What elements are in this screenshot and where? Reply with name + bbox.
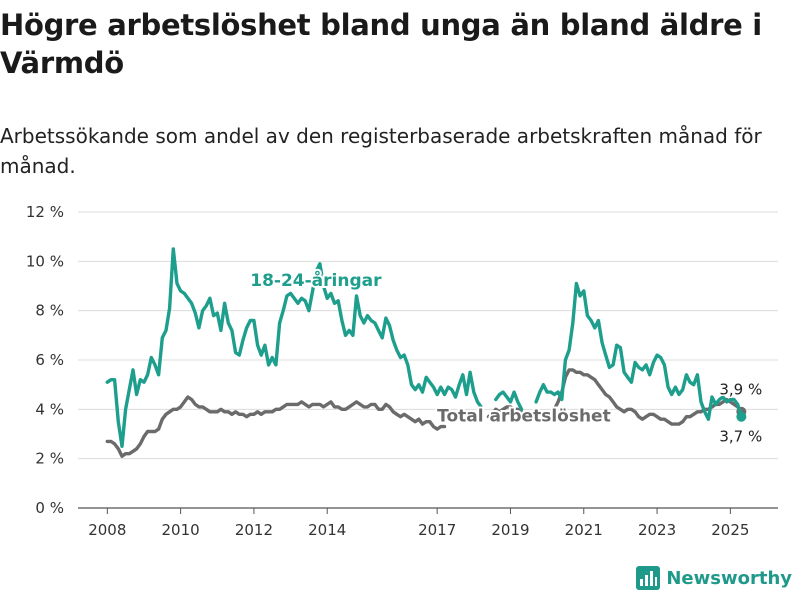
series-label-youth: 18-24-åringar (250, 269, 382, 291)
x-tick-label: 2010 (162, 521, 200, 539)
y-tick-label: 6 % (35, 351, 64, 369)
y-tick-label: 2 % (35, 450, 64, 468)
series-labels: 18-24-åringar Total arbetslöshet 3,9 % 3,7 … (248, 267, 764, 447)
page-subtitle: Arbetssökande som andel av den registerb… (0, 124, 762, 178)
x-tick-label: 2021 (565, 521, 603, 539)
end-value-youth: 3,7 % (719, 427, 762, 445)
series-label-total: Total arbetslöshet (437, 407, 611, 427)
end-value-total: 3,9 % (719, 381, 762, 399)
page-title: Högre arbetslöshet bland unga än bland ä… (0, 8, 762, 80)
x-axis: 2008 2010 2012 2014 2017 2019 2021 2023 2025 (88, 508, 749, 539)
x-tick-label: 2023 (638, 521, 676, 539)
x-tick-label: 2017 (418, 521, 456, 539)
brand-name: Newsworthy (666, 567, 792, 589)
x-tick-label: 2025 (711, 521, 749, 539)
y-tick-label: 4 % (35, 400, 64, 418)
y-tick-label: 8 % (35, 302, 64, 320)
x-tick-label: 2019 (491, 521, 529, 539)
series-lines (105, 247, 747, 458)
series-line-youth (105, 247, 744, 448)
y-tick-label: 0 % (35, 499, 64, 517)
brand-logo[interactable]: Newsworthy (636, 564, 792, 592)
x-tick-label: 2014 (308, 521, 346, 539)
grid-lines (78, 211, 778, 509)
y-tick-label: 10 % (26, 252, 64, 270)
x-tick-label: 2012 (235, 521, 273, 539)
y-axis-ticks: 0 % 2 % 4 % 6 % 8 % 10 % 12 % (26, 203, 64, 517)
bar-chart-logo-icon (636, 566, 661, 590)
end-point-youth (736, 411, 747, 422)
y-tick-label: 12 % (26, 203, 64, 221)
line-chart: 0 % 2 % 4 % 6 % 8 % 10 % 12 % 2008 2010 2012 2014… (26, 203, 778, 539)
x-tick-label: 2008 (88, 521, 126, 539)
